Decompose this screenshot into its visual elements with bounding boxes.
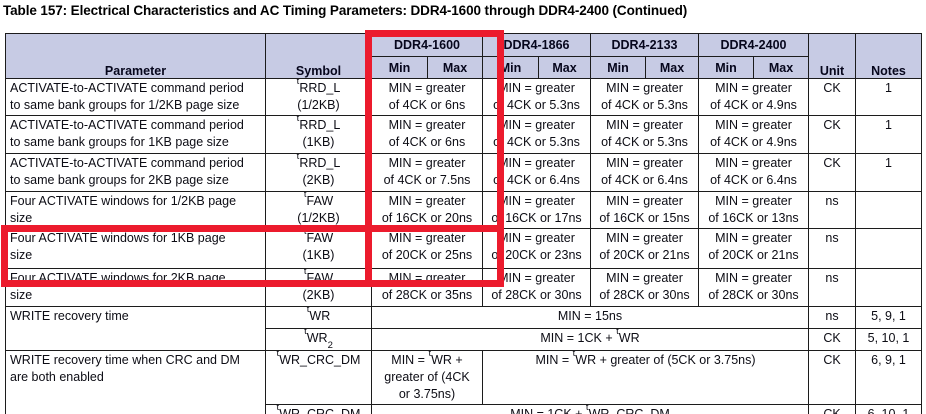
table-row: tWR_CRC_DM MIN = 1CK + tWR_CRC_DM CK 6, 10,…	[6, 404, 922, 414]
symbol-cell: tWR_CRC_DM	[265, 404, 372, 414]
value-cell: MIN = greater of 4CK or 6ns	[371, 115, 483, 154]
col-header-ddr4-1866: DDR4-1866	[482, 33, 591, 57]
value-cell: MIN = greater of 20CK or 25ns	[371, 228, 483, 269]
symbol-cell: tFAW (2KB)	[265, 268, 372, 307]
table-row: Four ACTIVATE windows for 1KB page size tF…	[5, 228, 922, 269]
parameter-cell: Four ACTIVATE windows for 1/2KB page size	[5, 191, 266, 229]
unit-cell: CK	[808, 78, 856, 116]
symbol-cell: tWR	[265, 306, 372, 329]
value-cell: MIN = greater of 20CK or 23ns	[482, 228, 591, 269]
value-cell: MIN = tWR + greater of (4CK or 3.75ns)	[371, 350, 483, 405]
notes-cell	[855, 228, 922, 269]
col-header-min-ddr4-2133: Min	[590, 56, 646, 79]
value-cell: MIN = greater of 4CK or 4.9ns	[698, 115, 809, 154]
col-header-ddr4-2400: DDR4-2400	[698, 33, 809, 57]
value-cell: MIN = greater of 16CK or 15ns	[590, 191, 699, 229]
col-header-min-ddr4-1866: Min	[482, 56, 539, 79]
value-cell: MIN = greater of 28CK or 30ns	[698, 268, 809, 307]
table-row: WRITE recovery time when CRC and DM are b…	[5, 350, 922, 414]
value-cell: MIN = greater of 16CK or 20ns	[371, 191, 483, 229]
value-cell: MIN = 1CK + tWR	[371, 328, 809, 351]
col-header-ddr4-2133: DDR4-2133	[590, 33, 699, 57]
col-header-max-ddr4-1600: Max	[427, 56, 483, 79]
col-header-notes: Notes	[855, 33, 922, 79]
symbol-cell: tRRD_L (2KB)	[265, 153, 372, 192]
symbol-cell: tWR2	[265, 328, 372, 351]
table-row: ACTIVATE-to-ACTIVATE command period to sa…	[5, 153, 922, 192]
value-cell: MIN = greater of 20CK or 21ns	[590, 228, 699, 269]
parameter-cell: ACTIVATE-to-ACTIVATE command period to sa…	[5, 78, 266, 116]
col-header-min-ddr4-2400: Min	[698, 56, 754, 79]
parameter-cell: WRITE recovery time when CRC and DM are b…	[5, 350, 266, 414]
notes-cell: 6, 9, 1	[855, 350, 922, 405]
value-cell: MIN = greater of 4CK or 5.3ns	[482, 115, 591, 154]
table-row: Four ACTIVATE windows for 1/2KB page size…	[5, 191, 922, 229]
notes-cell	[855, 268, 922, 307]
value-cell: MIN = tWR + greater of (5CK or 3.75ns)	[482, 350, 809, 405]
notes-cell: 1	[855, 115, 922, 154]
unit-cell: ns	[808, 268, 856, 307]
symbol-cell: tWR_CRC_DM	[265, 350, 372, 405]
value-cell: MIN = greater of 4CK or 6.4ns	[698, 153, 809, 192]
notes-cell: 1	[855, 78, 922, 116]
value-cell: MIN = greater of 4CK or 5.3ns	[590, 78, 699, 116]
value-cell: MIN = greater of 16CK or 13ns	[698, 191, 809, 229]
value-cell: MIN = greater of 28CK or 30ns	[482, 268, 591, 307]
symbol-cell: tFAW (1/2KB)	[265, 191, 372, 229]
col-header-min-ddr4-1600: Min	[371, 56, 428, 79]
parameter-cell: Four ACTIVATE windows for 1KB page size	[5, 228, 266, 269]
table-row: ACTIVATE-to-ACTIVATE command period to sa…	[5, 78, 922, 116]
table-title: Table 157: Electrical Characteristics an…	[3, 3, 688, 18]
symbol-cell: tRRD_L (1KB)	[265, 115, 372, 154]
parameter-cell: WRITE recovery time	[5, 306, 266, 351]
parameter-cell: Four ACTIVATE windows for 2KB page size	[5, 268, 266, 307]
value-cell: MIN = greater of 4CK or 6.4ns	[590, 153, 699, 192]
parameter-cell: ACTIVATE-to-ACTIVATE command period to sa…	[5, 115, 266, 154]
value-cell: MIN = greater of 4CK or 4.9ns	[698, 78, 809, 116]
table-row: WRITE recovery time tWR MIN = 15ns ns 5, 9, …	[5, 306, 922, 351]
symbol-cell: tRRD_L (1/2KB)	[265, 78, 372, 116]
value-cell: MIN = greater of 4CK or 6.4ns	[482, 153, 591, 192]
notes-cell: 5, 9, 1	[855, 306, 922, 329]
col-header-max-ddr4-2400: Max	[753, 56, 809, 79]
col-header-unit: Unit	[808, 33, 856, 79]
value-cell: MIN = greater of 20CK or 21ns	[698, 228, 809, 269]
unit-cell: CK	[808, 153, 856, 192]
unit-cell: CK	[808, 328, 856, 351]
notes-cell: 6, 10, 1	[855, 404, 922, 414]
unit-cell: ns	[808, 228, 856, 269]
col-header-max-ddr4-2133: Max	[645, 56, 699, 79]
value-cell: MIN = greater of 28CK or 35ns	[371, 268, 483, 307]
unit-cell: CK	[808, 350, 856, 405]
parameter-cell: ACTIVATE-to-ACTIVATE command period to sa…	[5, 153, 266, 192]
value-cell: MIN = greater of 4CK or 5.3ns	[482, 78, 591, 116]
value-cell: MIN = greater of 4CK or 6ns	[371, 78, 483, 116]
unit-cell: CK	[808, 115, 856, 154]
timing-parameters-table: Parameter Symbol DDR4-1600 DDR4-1866 DDR4-21…	[5, 33, 922, 414]
col-header-parameter: Parameter	[5, 33, 266, 79]
table-row: ACTIVATE-to-ACTIVATE command period to sa…	[5, 115, 922, 154]
unit-cell: ns	[808, 306, 856, 329]
col-header-ddr4-1600: DDR4-1600	[371, 33, 483, 57]
value-cell: MIN = greater of 16CK or 17ns	[482, 191, 591, 229]
unit-cell: ns	[808, 191, 856, 229]
value-cell: MIN = greater of 4CK or 7.5ns	[371, 153, 483, 192]
table-row: Four ACTIVATE windows for 2KB page size tF…	[5, 268, 922, 307]
value-cell: MIN = greater of 28CK or 30ns	[590, 268, 699, 307]
symbol-cell: tFAW (1KB)	[265, 228, 372, 269]
table-row: tWR2 MIN = 1CK + tWR CK 5, 10, 1	[6, 328, 922, 351]
notes-cell: 5, 10, 1	[855, 328, 922, 351]
unit-cell: CK	[808, 404, 856, 414]
value-cell: MIN = 1CK + tWR_CRC_DM	[371, 404, 809, 414]
notes-cell	[855, 191, 922, 229]
col-header-max-ddr4-1866: Max	[538, 56, 591, 79]
value-cell: MIN = greater of 4CK or 5.3ns	[590, 115, 699, 154]
col-header-symbol: Symbol	[265, 33, 372, 79]
notes-cell: 1	[855, 153, 922, 192]
value-cell: MIN = 15ns	[371, 306, 809, 329]
